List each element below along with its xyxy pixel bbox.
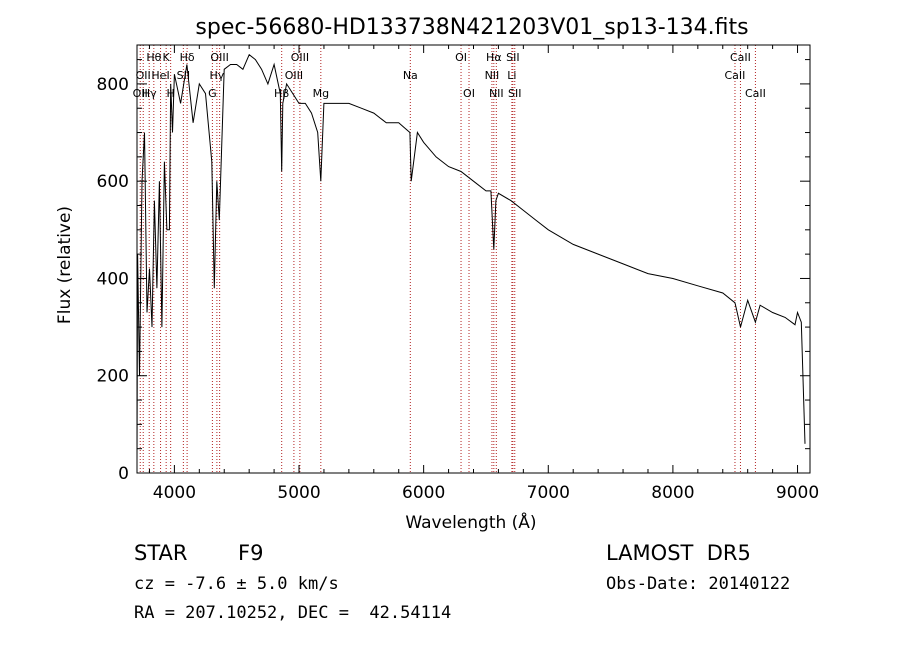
y-tick-label-2: 400 — [97, 269, 129, 289]
line-marker-label-12: Hβ — [274, 87, 289, 100]
plot-frame — [136, 44, 811, 474]
survey-release: LAMOST DR5 — [606, 541, 751, 565]
line-marker-label-26: CaII — [730, 51, 751, 64]
y-axis: 0 200 400 600 800 — [97, 59, 810, 484]
line-marker-label-4: HeI — [151, 69, 169, 82]
line-marker-label-17: OI — [455, 51, 467, 64]
line-marker-label-2: Hγ — [142, 87, 157, 100]
line-marker-label-10: Hγ — [209, 69, 224, 82]
line-marker-label-11: OIII — [210, 51, 228, 64]
line-marker-label-14: OIII — [291, 51, 309, 64]
spectrum-line — [136, 53, 806, 459]
ra-dec-coordinates: RA = 207.10252, DEC = 42.54114 — [134, 603, 452, 623]
y-axis-label: Flux (relative) — [55, 206, 75, 324]
line-marker-label-0: OII — [133, 87, 148, 100]
line-marker-label-1: OII — [136, 69, 151, 82]
line-marker-label-23: SII — [506, 51, 519, 64]
line-marker-label-15: Mg — [313, 87, 329, 100]
line-marker-label-25: CaII — [725, 69, 746, 82]
x-tick-label-5: 9000 — [776, 483, 819, 503]
line-marker-label-21: NII — [489, 87, 504, 100]
x-axis: 4000 5000 6000 7000 8000 9000 — [148, 45, 819, 503]
y-tick-label-3: 600 — [97, 172, 129, 192]
observation-date: Obs-Date: 20140122 — [606, 574, 791, 594]
line-marker-label-8: Hδ — [180, 51, 195, 64]
object-class: STAR — [134, 541, 188, 565]
y-tick-label-0: 0 — [118, 464, 129, 484]
line-marker-label-16: Na — [403, 69, 418, 82]
line-marker-label-22: Li — [507, 69, 516, 82]
x-tick-label-3: 7000 — [527, 483, 570, 503]
spectral-line-markers — [139, 45, 756, 473]
line-marker-label-27: CaII — [745, 87, 766, 100]
x-tick-label-4: 8000 — [651, 483, 694, 503]
line-marker-label-5: K — [163, 51, 171, 64]
line-marker-label-3: Hθ — [146, 51, 161, 64]
object-subclass: F9 — [238, 541, 264, 565]
line-marker-label-7: SII — [177, 69, 190, 82]
line-marker-label-9: G — [208, 87, 217, 100]
line-marker-label-24: SII — [508, 87, 521, 100]
spectrum-chart: spec-56680-HD133738N421203V01_sp13-134.f… — [55, 15, 819, 533]
line-marker-label-13: OIII — [285, 69, 303, 82]
line-marker-label-20: Hα — [486, 51, 502, 64]
y-tick-label-4: 800 — [97, 75, 129, 95]
chart-title: spec-56680-HD133738N421203V01_sp13-134.f… — [195, 15, 748, 40]
line-marker-label-18: OI — [463, 87, 475, 100]
x-axis-label: Wavelength (Å) — [405, 511, 536, 533]
x-tick-label-1: 5000 — [277, 483, 320, 503]
spectral-line-labels: OIIOIIHγHθHeIKHSIIHδGHγOIIIHβOIIIOIIIMgN… — [133, 51, 766, 100]
redshift-cz: cz = -7.6 ± 5.0 km/s — [134, 574, 339, 594]
y-tick-label-1: 200 — [97, 367, 129, 387]
x-tick-label-2: 6000 — [402, 483, 445, 503]
line-marker-label-19: NII — [485, 69, 500, 82]
x-tick-label-0: 4000 — [153, 483, 196, 503]
